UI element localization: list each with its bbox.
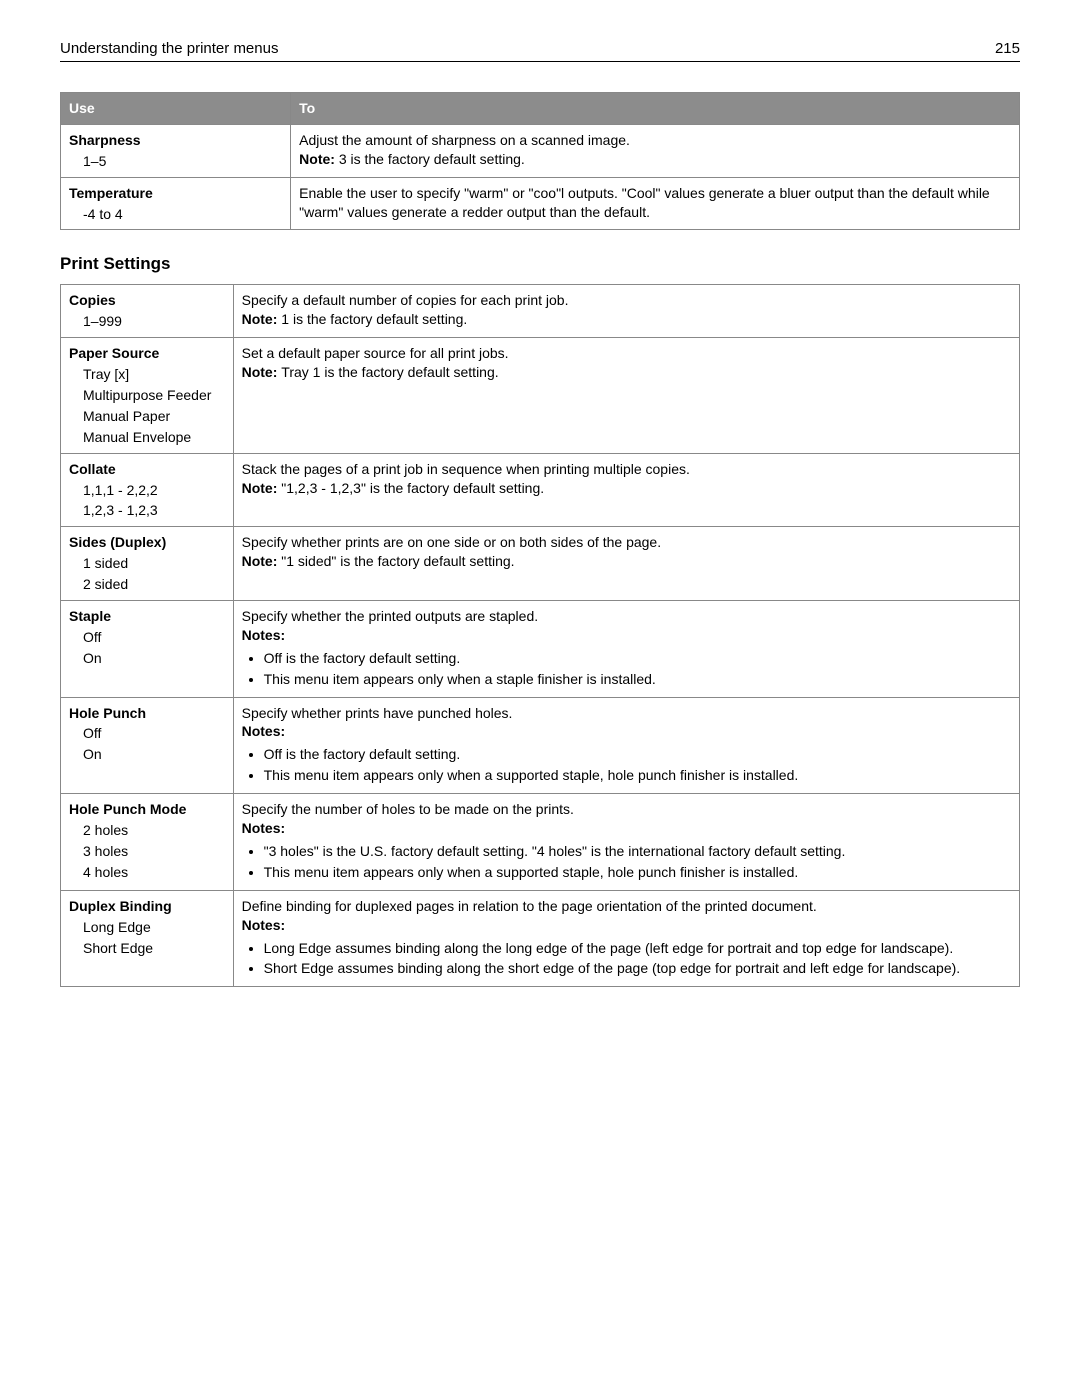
- setting-option: 1,1,1 - 2,2,2: [83, 481, 225, 500]
- setting-cell: Collate 1,1,1 - 2,2,21,2,3 - 1,2,3: [61, 453, 234, 527]
- table-row: Staple Off On Specify whether the printed o…: [61, 601, 1020, 698]
- note-item: This menu item appears only when a suppo…: [264, 863, 1011, 882]
- description-cell: Specify whether prints have punched hole…: [233, 697, 1019, 794]
- setting-option: Manual Envelope: [83, 428, 225, 447]
- setting-name: Sharpness: [69, 131, 282, 150]
- page-header-title: Understanding the printer menus: [60, 40, 278, 57]
- setting-description: Define binding for duplexed pages in rel…: [242, 897, 1011, 916]
- setting-name: Copies: [69, 291, 225, 310]
- setting-name: Temperature: [69, 184, 282, 203]
- setting-option: Off: [83, 628, 225, 647]
- table-row: Hole PunchOff On Specify whether prints ha…: [61, 697, 1020, 794]
- setting-name: Hole Punch: [69, 704, 225, 723]
- page-header: Understanding the printer menus 215: [60, 40, 1020, 62]
- setting-option: Long Edge: [83, 918, 225, 937]
- setting-option: 1,2,3 - 1,2,3: [83, 501, 225, 520]
- table-row: Sharpness 1–5 Adjust the amount of sharpne…: [61, 124, 1020, 177]
- setting-cell: Temperature -4 to 4: [61, 177, 291, 230]
- note-item: "3 holes" is the U.S. factory default se…: [264, 842, 1011, 861]
- note-item: This menu item appears only when a suppo…: [264, 766, 1011, 785]
- notes-list: Long Edge assumes binding along the long…: [264, 939, 1011, 979]
- setting-description: Specify whether the printed outputs are …: [242, 607, 1011, 626]
- setting-option: On: [83, 745, 225, 764]
- setting-description: Specify a default number of copies for e…: [242, 291, 1011, 310]
- setting-cell: Hole PunchOff On: [61, 697, 234, 794]
- setting-option: On: [83, 649, 225, 668]
- section-title-print-settings: Print Settings: [60, 254, 1020, 274]
- setting-description: Specify the number of holes to be made o…: [242, 800, 1011, 819]
- setting-name: Duplex Binding: [69, 897, 225, 916]
- setting-note: Note: 3 is the factory default setting.: [299, 150, 1011, 169]
- setting-description: Specify whether prints are on one side o…: [242, 533, 1011, 552]
- col-header-use: Use: [61, 93, 291, 125]
- setting-option: 1 sided: [83, 554, 225, 573]
- setting-option: Tray [x]: [83, 365, 225, 384]
- description-cell: Specify the number of holes to be made o…: [233, 794, 1019, 891]
- table-row: Collate 1,1,1 - 2,2,21,2,3 - 1,2,3 Stack t…: [61, 453, 1020, 527]
- settings-table-1: Use To Sharpness 1–5 Adjust the amount of …: [60, 92, 1020, 230]
- setting-description: Enable the user to specify "warm" or "co…: [299, 184, 1011, 222]
- setting-description: Specify whether prints have punched hole…: [242, 704, 1011, 723]
- description-cell: Specify whether the printed outputs are …: [233, 601, 1019, 698]
- setting-name: Staple: [69, 607, 225, 626]
- setting-name: Collate: [69, 460, 225, 479]
- table-row: Hole Punch Mode 2 holes 3 holes 4 holes Spec…: [61, 794, 1020, 891]
- note-item: Long Edge assumes binding along the long…: [264, 939, 1011, 958]
- setting-option: -4 to 4: [83, 205, 282, 224]
- notes-list: Off is the factory default setting. This …: [264, 745, 1011, 785]
- description-cell: Adjust the amount of sharpness on a scan…: [291, 124, 1020, 177]
- col-header-to: To: [291, 93, 1020, 125]
- setting-note: Note: "1 sided" is the factory default s…: [242, 552, 1011, 571]
- note-item: This menu item appears only when a stapl…: [264, 670, 1011, 689]
- notes-label: Notes:: [242, 916, 1011, 935]
- setting-option: Short Edge: [83, 939, 225, 958]
- setting-cell: Paper Source Tray [x] Multipurpose Feeder M…: [61, 338, 234, 453]
- setting-option: 2 holes: [83, 821, 225, 840]
- note-item: Off is the factory default setting.: [264, 745, 1011, 764]
- description-cell: Specify whether prints are on one side o…: [233, 527, 1019, 601]
- setting-option: 1–5: [83, 152, 282, 171]
- table-row: Paper Source Tray [x] Multipurpose Feeder M…: [61, 338, 1020, 453]
- setting-description: Adjust the amount of sharpness on a scan…: [299, 131, 1011, 150]
- setting-option: Off: [83, 724, 225, 743]
- setting-option: 1–999: [83, 312, 225, 331]
- setting-cell: Duplex Binding Long Edge Short Edge: [61, 890, 234, 987]
- description-cell: Define binding for duplexed pages in rel…: [233, 890, 1019, 987]
- setting-note: Note: 1 is the factory default setting.: [242, 310, 1011, 329]
- setting-note: Note: Tray 1 is the factory default sett…: [242, 363, 1011, 382]
- description-cell: Enable the user to specify "warm" or "co…: [291, 177, 1020, 230]
- notes-list: Off is the factory default setting. This …: [264, 649, 1011, 689]
- note-item: Short Edge assumes binding along the sho…: [264, 959, 1011, 978]
- setting-option: 3 holes: [83, 842, 225, 861]
- table-row: Duplex Binding Long Edge Short Edge Define …: [61, 890, 1020, 987]
- setting-note: Note: "1,2,3 - 1,2,3" is the factory def…: [242, 479, 1011, 498]
- setting-name: Paper Source: [69, 344, 225, 363]
- notes-label: Notes:: [242, 819, 1011, 838]
- description-cell: Set a default paper source for all print…: [233, 338, 1019, 453]
- setting-cell: Staple Off On: [61, 601, 234, 698]
- setting-cell: Sharpness 1–5: [61, 124, 291, 177]
- settings-table-2: Copies 1–999 Specify a default number of c…: [60, 284, 1020, 987]
- setting-description: Set a default paper source for all print…: [242, 344, 1011, 363]
- setting-option: Manual Paper: [83, 407, 225, 426]
- setting-option: 2 sided: [83, 575, 225, 594]
- notes-list: "3 holes" is the U.S. factory default se…: [264, 842, 1011, 882]
- table-row: Temperature -4 to 4 Enable the user to spe…: [61, 177, 1020, 230]
- description-cell: Specify a default number of copies for e…: [233, 285, 1019, 338]
- notes-label: Notes:: [242, 722, 1011, 741]
- setting-cell: Sides (Duplex) 1 sided 2 sided: [61, 527, 234, 601]
- setting-name: Hole Punch Mode: [69, 800, 225, 819]
- table-row: Sides (Duplex) 1 sided 2 sided Specify whet…: [61, 527, 1020, 601]
- setting-option: Multipurpose Feeder: [83, 386, 225, 405]
- description-cell: Stack the pages of a print job in sequen…: [233, 453, 1019, 527]
- notes-label: Notes:: [242, 626, 1011, 645]
- setting-cell: Copies 1–999: [61, 285, 234, 338]
- setting-cell: Hole Punch Mode 2 holes 3 holes 4 holes: [61, 794, 234, 891]
- setting-option: 4 holes: [83, 863, 225, 882]
- setting-description: Stack the pages of a print job in sequen…: [242, 460, 1011, 479]
- setting-name: Sides (Duplex): [69, 533, 225, 552]
- table-row: Copies 1–999 Specify a default number of c…: [61, 285, 1020, 338]
- page-number: 215: [995, 40, 1020, 57]
- note-item: Off is the factory default setting.: [264, 649, 1011, 668]
